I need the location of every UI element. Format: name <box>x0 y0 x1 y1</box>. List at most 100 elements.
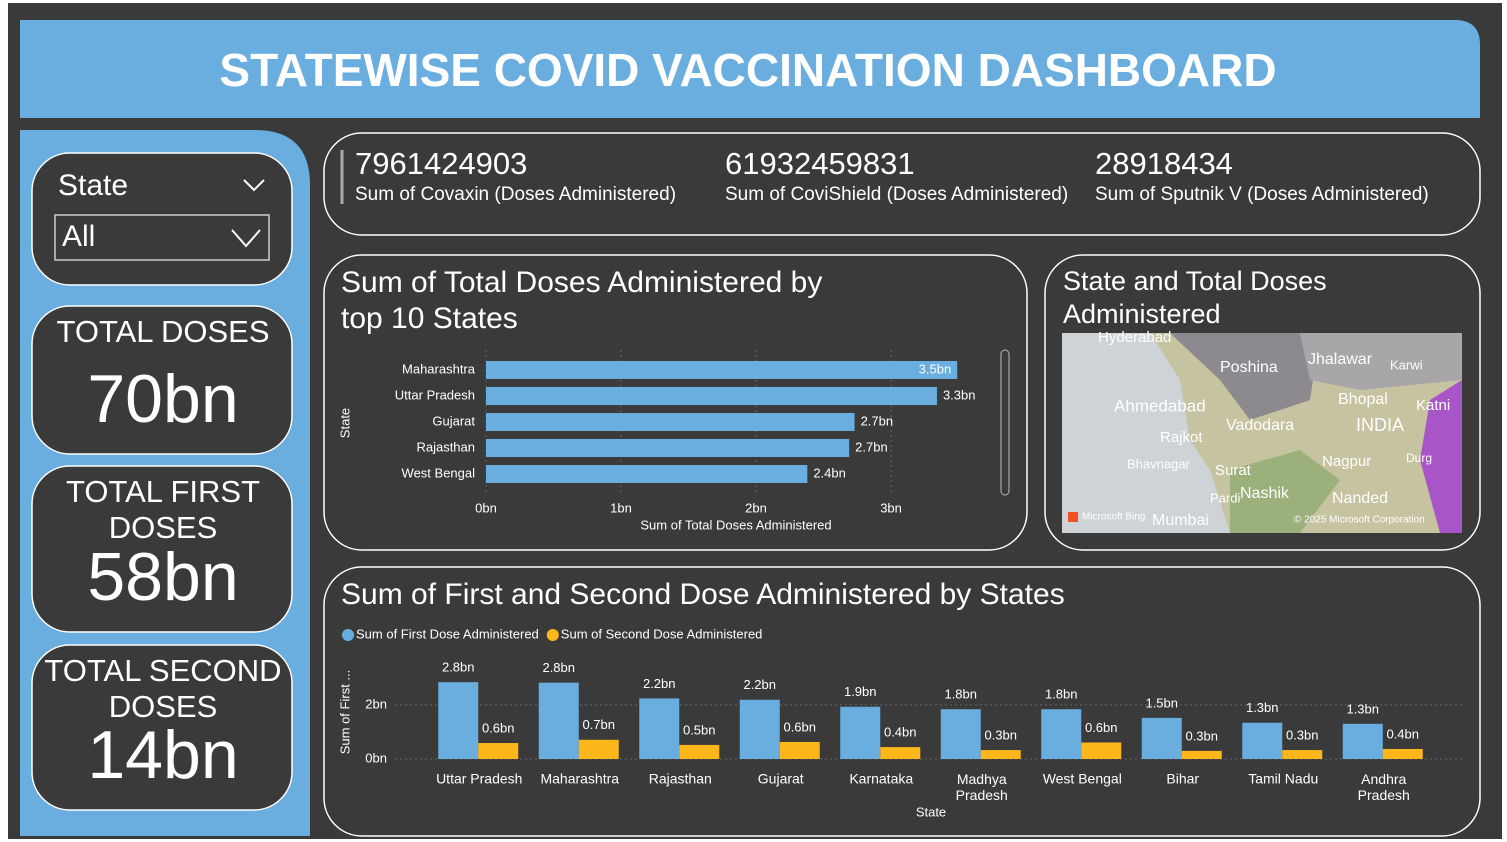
map-label: Rajkot <box>1160 429 1203 446</box>
map: Hyderabad Poshina Jhalawar Karwi Ahmedabad Bh… <box>1062 329 1462 533</box>
map-label: Hyderabad <box>1098 329 1171 346</box>
legend-marker <box>546 629 559 641</box>
x-tick-label: Karnataka <box>849 771 913 787</box>
bar <box>1342 723 1383 759</box>
bar <box>739 699 780 759</box>
kpi-label: Sum of CoviShield (Doses Administered) <box>725 184 1068 205</box>
data-label: 3.3bn <box>943 387 976 402</box>
data-label: 0.6bn <box>783 719 816 734</box>
bar <box>1041 709 1082 759</box>
data-label: 2.8bn <box>542 660 575 675</box>
scrollbar[interactable] <box>1000 349 1010 496</box>
map-label: Microsoft Bing <box>1082 512 1145 523</box>
card-label: TOTAL DOSES <box>56 314 269 349</box>
slicer-box <box>31 152 293 286</box>
bar <box>486 439 850 457</box>
data-label: 1.9bn <box>844 684 877 699</box>
x-tick-label: Gujarat <box>758 771 804 787</box>
x-tick-label: 0bn <box>475 500 497 515</box>
map-label: Pardi <box>1210 490 1240 505</box>
map-region <box>1230 450 1340 533</box>
data-label: 0.6bn <box>1085 720 1118 735</box>
card <box>31 465 293 633</box>
y-axis-title: State <box>337 408 352 438</box>
map-label: Nashik <box>1240 485 1290 502</box>
map-label: Ahmedabad <box>1114 396 1206 415</box>
card <box>31 644 293 811</box>
map-label: Bhopal <box>1338 391 1388 408</box>
map-label: Katni <box>1416 397 1450 414</box>
data-label: 2.4bn <box>813 465 846 480</box>
bar <box>679 744 720 759</box>
bar <box>486 361 958 379</box>
legend-label: Sum of Second Dose Administered <box>561 626 763 641</box>
bar <box>980 750 1021 759</box>
slicer-value[interactable]: All <box>62 220 95 253</box>
x-tick-label: 1bn <box>610 500 632 515</box>
slicer-chevron[interactable] <box>243 179 265 192</box>
y-tick-label: 2bn <box>365 696 387 711</box>
map-region <box>1300 333 1462 390</box>
header-bg <box>20 20 1480 118</box>
slicer-label: State <box>58 169 128 202</box>
map-label: Nagpur <box>1322 453 1371 470</box>
bar <box>1282 750 1323 759</box>
x-axis-title: State <box>916 804 946 819</box>
bar <box>486 387 937 405</box>
kpi-value: 7961424903 <box>355 146 527 181</box>
data-label: 2.7bn <box>861 413 894 428</box>
y-tick-label: West Bengal <box>402 465 476 480</box>
map-label: INDIA <box>1356 415 1404 435</box>
bar <box>639 698 680 759</box>
card-value: 58bn <box>87 539 238 615</box>
x-tick-label: West Bengal <box>1043 771 1122 787</box>
bar <box>1141 717 1182 759</box>
data-label: 1.8bn <box>944 687 977 702</box>
data-label: 0.3bn <box>1185 728 1218 743</box>
x-tick-label: Bihar <box>1166 771 1199 787</box>
slicer-dropdown[interactable] <box>54 214 270 261</box>
dropdown-chevron[interactable] <box>231 229 261 248</box>
dashboard-title: STATEWISE COVID VACCINATION DASHBOARD <box>219 44 1276 96</box>
data-label: 3.5bn <box>919 361 952 376</box>
data-label: 2.2bn <box>643 676 676 691</box>
bing-logo <box>1068 512 1078 522</box>
card-value: 14bn <box>87 717 238 793</box>
x-axis-title: Sum of Total Doses Administered <box>640 517 831 532</box>
data-label: 1.5bn <box>1145 695 1178 710</box>
y-tick-label: Rajasthan <box>416 439 475 454</box>
card-label: TOTAL SECOND DOSES <box>44 653 281 724</box>
x-tick-label: Andhra Pradesh <box>1358 771 1410 803</box>
data-label: 0.3bn <box>1286 728 1319 743</box>
kpi-label: Sum of Sputnik V (Doses Administered) <box>1095 184 1429 205</box>
map-label: Nanded <box>1332 490 1388 507</box>
x-tick-label: Madhya Pradesh <box>956 771 1008 803</box>
data-label: 2.7bn <box>855 439 888 454</box>
map-label: Karwi <box>1390 357 1423 372</box>
y-tick-label: Gujarat <box>432 413 475 428</box>
map-label: Bhavnagar <box>1127 456 1191 471</box>
bar <box>486 413 855 431</box>
kpi-value: 28918434 <box>1095 146 1233 181</box>
y-tick-label: Uttar Pradesh <box>395 387 475 402</box>
map-region <box>1420 380 1462 533</box>
map-label: Mumbai <box>1152 512 1209 529</box>
map-label: Poshina <box>1220 359 1278 376</box>
card-label: TOTAL FIRST DOSES <box>66 474 260 545</box>
x-tick-label: Rajasthan <box>649 771 712 787</box>
chart-title: Sum of Total Doses Administered by top 10… <box>341 266 822 335</box>
data-label: 1.3bn <box>1246 700 1279 715</box>
legend-marker <box>342 629 354 641</box>
kpi-label: Sum of Covaxin (Doses Administered) <box>355 184 676 205</box>
x-tick-label: Tamil Nadu <box>1248 771 1318 787</box>
bar <box>438 682 479 759</box>
x-tick-label: 3bn <box>880 500 902 515</box>
bar <box>578 739 619 759</box>
bar <box>538 682 579 759</box>
y-axis-title: Sum of First ... <box>337 670 352 755</box>
data-label: 2.2bn <box>743 677 776 692</box>
bar <box>1181 750 1222 759</box>
bar <box>940 709 981 759</box>
data-label: 0.7bn <box>582 717 615 732</box>
data-label: 2.8bn <box>442 660 475 675</box>
